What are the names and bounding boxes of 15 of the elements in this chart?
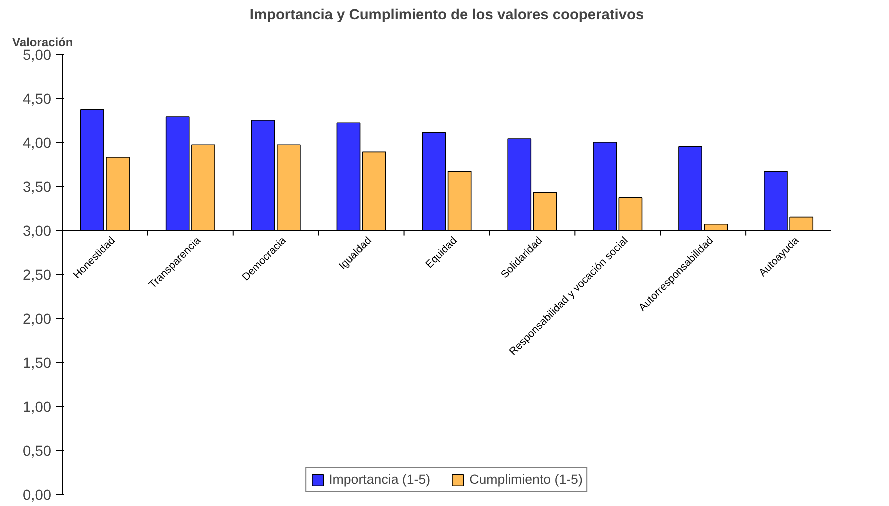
chart-title: Importancia y Cumplimiento de los valores cooperativos <box>250 8 644 24</box>
y-tick-label: 0,00 <box>22 488 52 504</box>
legend-label: Importancia (1-5) <box>329 472 431 487</box>
legend-label: Cumplimiento (1-5) <box>470 472 583 487</box>
y-tick-label: 3,00 <box>22 224 52 240</box>
y-tick-label: 0,50 <box>22 444 52 460</box>
y-tick-label: 2,00 <box>22 312 52 328</box>
y-tick-label: 2,50 <box>22 268 52 284</box>
y-axis-title: Valoración <box>12 36 74 50</box>
y-tick-label: 5,00 <box>22 48 52 64</box>
y-tick-label: 1,00 <box>22 400 52 416</box>
y-tick-label: 4,50 <box>22 92 52 108</box>
y-tick-label: 1,50 <box>22 356 52 372</box>
y-tick-label: 4,00 <box>22 136 52 152</box>
y-tick-label: 3,50 <box>22 180 52 196</box>
